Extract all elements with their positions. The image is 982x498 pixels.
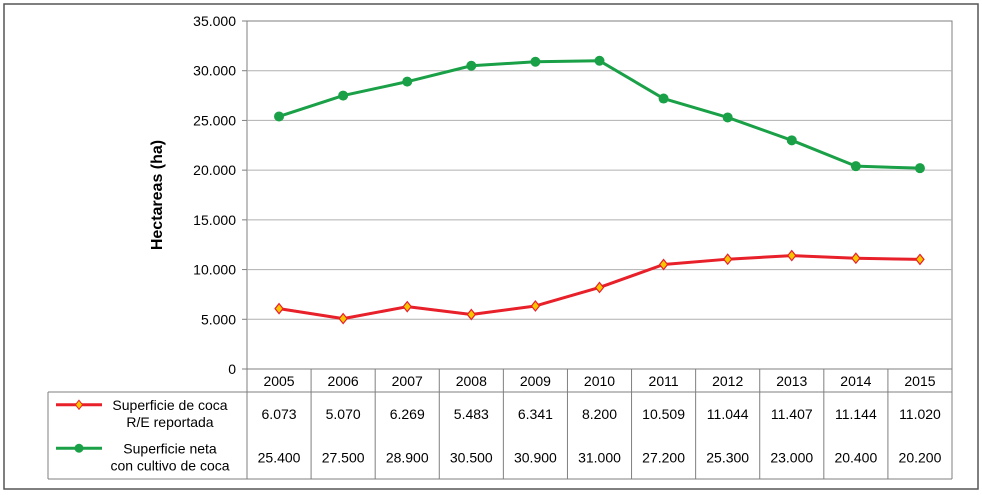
y-tick-label: 15.000 <box>193 212 236 228</box>
data-point-circle <box>338 90 349 101</box>
data-point-diamond <box>658 258 669 271</box>
data-point-diamond <box>338 312 348 325</box>
data-table-cell: 30.900 <box>514 449 557 465</box>
data-table-cell: 5.483 <box>454 406 489 422</box>
outer-border <box>3 3 979 490</box>
x-tick-label: 2012 <box>712 373 743 389</box>
data-point-diamond <box>722 253 733 266</box>
legend-label-line-1: Superficie neta <box>123 440 217 456</box>
data-point-diamond <box>594 281 605 294</box>
data-point-diamond <box>851 252 861 265</box>
legend-marker-circle <box>74 443 84 453</box>
data-point-circle <box>530 56 541 67</box>
data-point-diamond <box>530 299 541 312</box>
data-table-cell: 8.200 <box>582 406 617 422</box>
legend-label-line-2: R/E reportada <box>126 414 213 430</box>
x-tick-label: 2008 <box>456 373 487 389</box>
legend-marker-diamond <box>74 399 84 411</box>
data-point-circle <box>594 55 605 66</box>
data-table-cell: 5.070 <box>326 406 361 422</box>
data-table-cell: 31.000 <box>578 449 621 465</box>
data-table-cell: 6.269 <box>390 406 425 422</box>
data-table-cell: 20.200 <box>899 449 942 465</box>
x-tick-label: 2007 <box>392 373 423 389</box>
data-point-circle <box>274 111 285 122</box>
data-point-diamond <box>466 308 477 321</box>
data-point-circle <box>658 93 669 104</box>
x-tick-label: 2011 <box>649 373 679 389</box>
data-point-circle <box>850 161 861 172</box>
y-tick-label: 25.000 <box>193 112 236 128</box>
x-tick-label: 2009 <box>520 373 551 389</box>
data-point-diamond <box>787 249 797 262</box>
y-tick-label: 0 <box>228 361 236 377</box>
data-table-cell: 23.000 <box>770 449 813 465</box>
y-tick-label: 5.000 <box>201 311 236 327</box>
legend-label-line-1: Superficie de coca <box>112 397 227 413</box>
y-tick-label: 30.000 <box>193 63 236 79</box>
data-table-cell: 6.073 <box>262 406 297 422</box>
data-point-circle <box>722 112 733 123</box>
data-table-cell: 30.500 <box>450 449 493 465</box>
data-table-cell: 25.300 <box>706 449 749 465</box>
data-point-circle <box>914 163 925 174</box>
data-table-cell: 6.341 <box>518 406 553 422</box>
y-tick-label: 20.000 <box>193 162 236 178</box>
data-table-cell: 11.020 <box>899 406 941 422</box>
data-table-cell: 27.500 <box>322 449 365 465</box>
legend-label-line-2: con cultivo de coca <box>110 457 229 473</box>
data-point-circle <box>466 60 477 71</box>
x-tick-label: 2015 <box>904 373 935 389</box>
data-point-diamond <box>274 302 284 315</box>
data-table-cell: 11.044 <box>707 406 749 422</box>
data-point-circle <box>402 76 413 87</box>
data-table-cell: 28.900 <box>386 449 429 465</box>
data-point-diamond <box>402 300 412 313</box>
data-table-cell: 27.200 <box>642 449 685 465</box>
data-table-cell: 11.144 <box>835 406 877 422</box>
y-tick-label: 10.000 <box>193 262 236 278</box>
data-table-cell: 11.407 <box>771 406 813 422</box>
x-tick-label: 2013 <box>776 373 807 389</box>
data-point-diamond <box>915 253 925 266</box>
data-table-cell: 20.400 <box>834 449 877 465</box>
data-table-cell: 25.400 <box>258 449 301 465</box>
plot-area <box>246 20 953 370</box>
y-axis-label: Hectareas (ha) <box>149 140 166 250</box>
data-table: 2005 2006 2007 2008 2009 2010 2011 2012 2013 2014… <box>47 369 953 480</box>
data-table-cell: 10.509 <box>642 406 685 422</box>
series <box>274 55 925 325</box>
data-point-circle <box>786 135 797 146</box>
x-tick-label: 2006 <box>328 373 359 389</box>
x-tick-label: 2010 <box>584 373 615 389</box>
y-tick-label: 35.000 <box>193 13 236 29</box>
axes: 0 5.000 10.000 15.000 20.000 25.000 30.000 35.0… <box>193 13 247 377</box>
x-tick-label: 2014 <box>840 373 871 389</box>
gridlines <box>246 20 953 370</box>
x-tick-label: 2005 <box>263 373 294 389</box>
